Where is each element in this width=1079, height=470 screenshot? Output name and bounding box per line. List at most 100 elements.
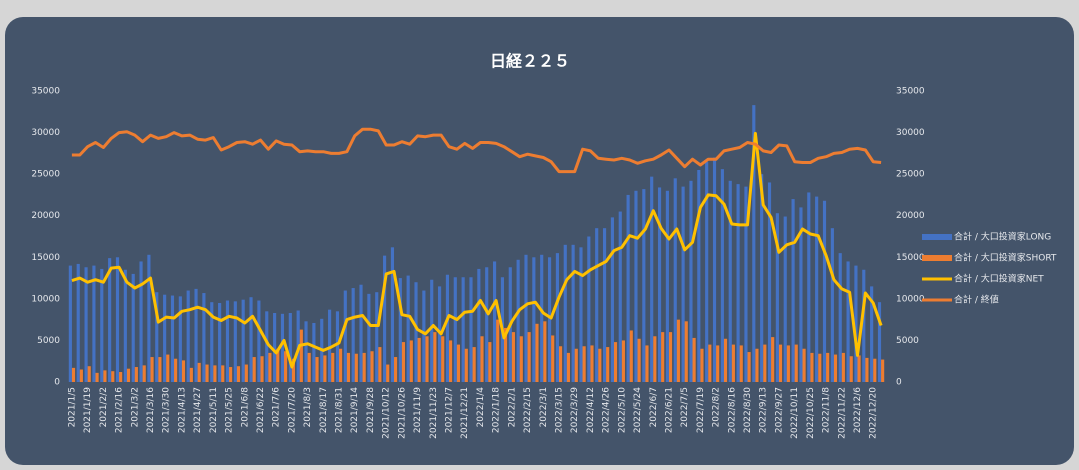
x-tick-label: 2021/7/20 — [287, 387, 297, 433]
x-tick-label: 2022/11/8 — [822, 387, 832, 433]
bar — [555, 253, 559, 382]
x-tick-label: 2022/8/16 — [727, 387, 737, 433]
bar — [492, 261, 497, 382]
bar — [516, 259, 520, 382]
bar — [186, 290, 190, 382]
bar — [566, 352, 570, 382]
bar — [634, 190, 638, 382]
bar — [579, 247, 583, 382]
bar — [477, 268, 481, 382]
bar — [249, 297, 253, 382]
bar — [791, 199, 795, 382]
bar — [307, 352, 311, 382]
bar — [100, 268, 104, 382]
x-tick-label: 2021/11/9 — [413, 387, 423, 433]
bar — [543, 321, 547, 382]
bar — [445, 274, 450, 382]
bar — [755, 348, 759, 382]
bar — [79, 369, 83, 382]
bar — [390, 247, 395, 382]
bar — [126, 368, 131, 382]
bar — [472, 347, 476, 382]
bar — [532, 257, 536, 382]
bar — [163, 294, 167, 382]
bar — [503, 327, 508, 382]
bar — [527, 332, 531, 382]
y2-tick-label: 0 — [896, 378, 902, 388]
y2-tick-label: 25000 — [896, 170, 925, 180]
legend-label: 合計 / 大口投資家SHORT — [954, 252, 1057, 264]
x-tick-label: 2021/8/31 — [335, 387, 345, 433]
bar — [304, 321, 308, 382]
bar — [535, 323, 539, 382]
bar — [815, 196, 819, 382]
x-tick-label: 2022/4/12 — [586, 387, 596, 433]
bar — [115, 257, 120, 382]
bar — [637, 338, 641, 382]
bar — [653, 336, 657, 382]
bar — [606, 347, 610, 382]
bar — [378, 347, 382, 382]
bar — [747, 352, 751, 382]
bar — [210, 302, 214, 382]
bar — [613, 342, 618, 382]
x-tick-label: 2021/3/2 — [130, 387, 140, 427]
bar — [626, 194, 630, 382]
bar — [430, 279, 434, 382]
bar — [822, 200, 827, 382]
x-tick-label: 2021/4/13 — [177, 387, 187, 433]
bar — [155, 292, 159, 382]
legend-label: 合計 / 大口投資家LONG — [954, 231, 1051, 243]
bar — [95, 372, 99, 382]
x-tick-label: 2021/1/19 — [83, 387, 93, 433]
bar — [225, 300, 230, 382]
x-tick-label: 2021/3/16 — [146, 387, 156, 433]
bar — [367, 293, 371, 382]
bar — [582, 346, 586, 382]
bar — [339, 348, 343, 382]
x-tick-label: 2022/3/1 — [539, 387, 549, 427]
y-tick-label: 0 — [54, 378, 60, 388]
bar — [657, 187, 662, 382]
x-tick-label: 2022/7/5 — [680, 387, 690, 427]
bar — [838, 253, 842, 382]
bar — [783, 216, 787, 382]
bar — [524, 254, 528, 382]
bar — [841, 352, 845, 382]
bar — [370, 351, 374, 382]
bar — [826, 352, 830, 382]
y-tick-label: 25000 — [31, 170, 60, 180]
bar — [712, 157, 717, 382]
bar — [485, 267, 489, 382]
bar — [158, 357, 162, 382]
bar — [736, 184, 740, 382]
x-tick-label: 2022/11/22 — [837, 387, 847, 439]
bar — [87, 366, 91, 382]
bar — [406, 275, 410, 382]
legend-label: 合計 / 大口投資家NET — [954, 273, 1044, 285]
bar — [268, 352, 272, 382]
bar — [244, 364, 248, 382]
bar — [496, 319, 500, 382]
x-tick-label: 2021/5/11 — [209, 387, 219, 433]
y-tick-label: 35000 — [31, 87, 60, 97]
bar — [728, 180, 732, 382]
bar — [488, 342, 492, 382]
bar — [359, 284, 363, 382]
bar — [92, 265, 96, 382]
bar — [103, 370, 107, 382]
bar — [273, 312, 277, 382]
bar — [873, 358, 877, 382]
bar — [386, 364, 390, 382]
bar — [708, 344, 712, 382]
bar — [111, 371, 115, 382]
bar — [598, 348, 602, 382]
x-tick-label: 2022/12/6 — [853, 387, 863, 433]
chart-background — [5, 17, 1074, 465]
bar — [574, 348, 578, 382]
x-tick-label: 2022/12/20 — [869, 387, 879, 439]
bar — [610, 217, 614, 382]
bar — [877, 302, 882, 382]
bar — [461, 277, 465, 382]
